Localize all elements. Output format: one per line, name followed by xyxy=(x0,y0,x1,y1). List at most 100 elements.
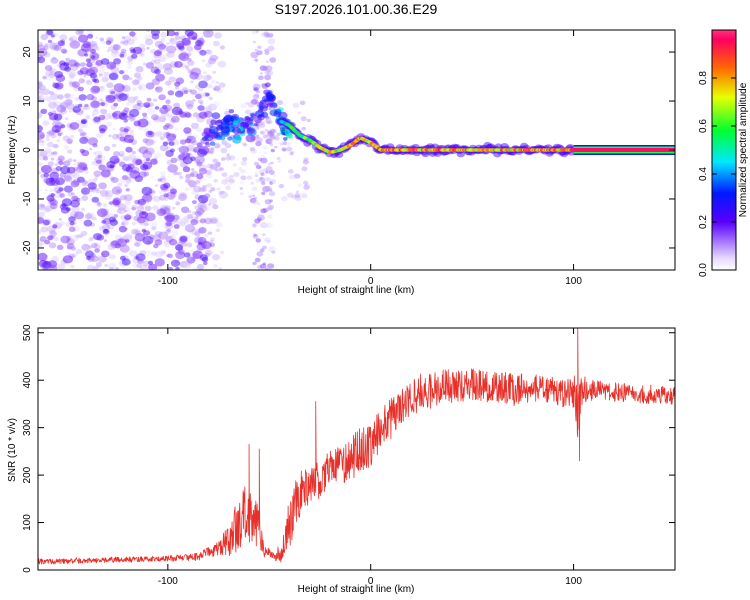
signal-blob xyxy=(250,113,257,119)
noise-blob xyxy=(103,228,109,234)
noise-blob xyxy=(155,251,164,258)
noise-blob xyxy=(255,141,262,147)
noise-blob xyxy=(160,31,168,38)
noise-blob xyxy=(249,197,257,204)
noise-blob xyxy=(194,44,202,51)
noise-blob xyxy=(90,85,101,94)
noise-blob xyxy=(97,99,104,105)
noise-blob xyxy=(97,85,106,92)
noise-blob xyxy=(208,242,215,247)
noise-blob xyxy=(172,190,177,195)
noise-blob xyxy=(184,112,192,118)
noise-blob xyxy=(39,150,48,157)
noise-blob xyxy=(135,159,143,166)
noise-blob xyxy=(107,243,117,251)
noise-blob xyxy=(168,230,173,233)
noise-blob xyxy=(52,151,58,155)
noise-blob xyxy=(47,199,56,206)
noise-blob xyxy=(38,259,48,268)
noise-blob xyxy=(259,65,267,71)
noise-blob xyxy=(151,226,157,231)
noise-blob xyxy=(99,189,109,197)
spectrogram-xtick-label: 100 xyxy=(565,276,582,287)
noise-blob xyxy=(279,142,284,146)
noise-blob xyxy=(195,180,201,185)
noise-blob xyxy=(197,236,207,244)
noise-blob xyxy=(198,227,207,234)
noise-blob xyxy=(152,205,159,211)
noise-blob xyxy=(252,40,257,44)
noise-blob xyxy=(132,46,143,55)
noise-blob xyxy=(77,86,84,92)
noise-blob xyxy=(144,212,156,222)
noise-blob xyxy=(77,233,83,239)
noise-blob xyxy=(214,32,222,39)
noise-blob xyxy=(160,183,169,191)
noise-blob xyxy=(145,121,152,127)
noise-blob xyxy=(113,58,122,65)
signal-blob xyxy=(269,109,279,117)
noise-blob xyxy=(72,85,81,92)
noise-blob xyxy=(103,145,111,152)
noise-blob xyxy=(98,164,107,171)
noise-blob xyxy=(87,212,91,215)
noise-blob xyxy=(99,86,105,90)
noise-blob xyxy=(120,215,127,220)
noise-blob xyxy=(129,109,140,117)
noise-blob xyxy=(79,219,83,222)
signal-blob xyxy=(264,82,271,88)
noise-blob xyxy=(77,30,84,35)
noise-blob xyxy=(82,41,91,49)
snr-frame xyxy=(37,327,676,571)
signal-blob xyxy=(247,128,257,137)
noise-blob xyxy=(205,49,211,54)
noise-blob xyxy=(40,226,48,233)
noise-blob xyxy=(201,241,212,250)
noise-blob xyxy=(54,163,58,166)
noise-blob xyxy=(75,119,83,126)
noise-blob xyxy=(267,32,274,38)
colorbar: 0.0 0.2 0.4 0.6 0.8 Normalized spectral ampl… xyxy=(698,29,749,277)
noise-blob xyxy=(266,139,270,143)
noise-blob xyxy=(216,187,221,191)
noise-blob xyxy=(250,51,259,59)
snr-ytick-label: 300 xyxy=(22,419,33,436)
noise-blob xyxy=(206,75,213,80)
noise-blob xyxy=(139,51,146,57)
signal-blob xyxy=(202,136,208,141)
noise-blob xyxy=(203,240,208,245)
noise-blob xyxy=(95,36,99,39)
noise-blob xyxy=(52,224,58,229)
noise-blob xyxy=(167,267,174,270)
noise-blob xyxy=(219,167,224,171)
noise-blob xyxy=(55,84,62,89)
noise-blob xyxy=(196,173,204,180)
noise-blob xyxy=(54,82,64,90)
noise-blob xyxy=(190,68,196,73)
noise-blob xyxy=(194,210,202,217)
noise-blob xyxy=(169,197,174,201)
noise-blob xyxy=(259,130,265,135)
noise-blob xyxy=(191,140,198,146)
noise-blob xyxy=(262,145,268,150)
noise-blob xyxy=(179,261,188,268)
noise-blob xyxy=(251,98,259,105)
noise-blob xyxy=(137,198,146,206)
noise-blob xyxy=(100,108,108,115)
noise-blob xyxy=(64,66,71,72)
noise-blob xyxy=(83,104,91,111)
noise-blob xyxy=(117,182,123,187)
noise-blob xyxy=(38,150,44,157)
noise-blob xyxy=(126,212,134,219)
noise-blob xyxy=(73,197,77,201)
noise-blob xyxy=(134,175,143,183)
noise-blob xyxy=(136,205,145,212)
noise-blob xyxy=(153,51,162,59)
snr-ytick-label: 0 xyxy=(22,567,33,573)
noise-blob xyxy=(178,110,184,115)
noise-blob xyxy=(301,126,307,131)
noise-blob xyxy=(102,112,112,121)
noise-blob xyxy=(187,58,192,62)
noise-blob xyxy=(55,121,65,129)
